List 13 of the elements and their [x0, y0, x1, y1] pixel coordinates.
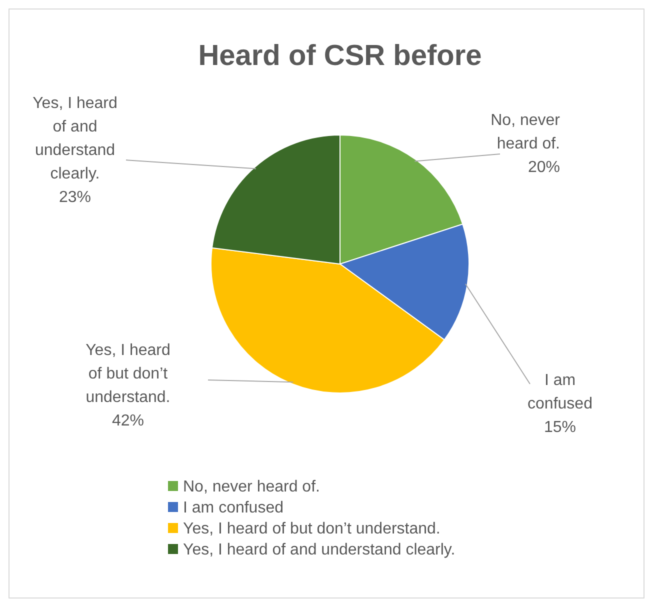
data-label: 20%: [528, 159, 560, 176]
slice-label: Yes, I heard of and understand clearly.: [32, 95, 118, 182]
legend-label: Yes, I heard of but don’t understand.: [183, 520, 440, 538]
data-label: 42%: [112, 412, 144, 430]
legend-label: Yes, I heard of and understand clearly.: [183, 542, 456, 558]
chart-title: Heard of CSR before: [198, 40, 482, 72]
legend-label: No, never heard of.: [183, 478, 320, 496]
slice-label: I am confused: [528, 372, 592, 412]
data-label: 23%: [58, 189, 92, 206]
slice-label: Yes, I heard of but don’t understand.: [86, 342, 170, 406]
data-label: 15%: [544, 419, 576, 436]
slice-label: No, never heard of.: [490, 112, 561, 152]
legend-label: I am confused: [183, 500, 284, 516]
